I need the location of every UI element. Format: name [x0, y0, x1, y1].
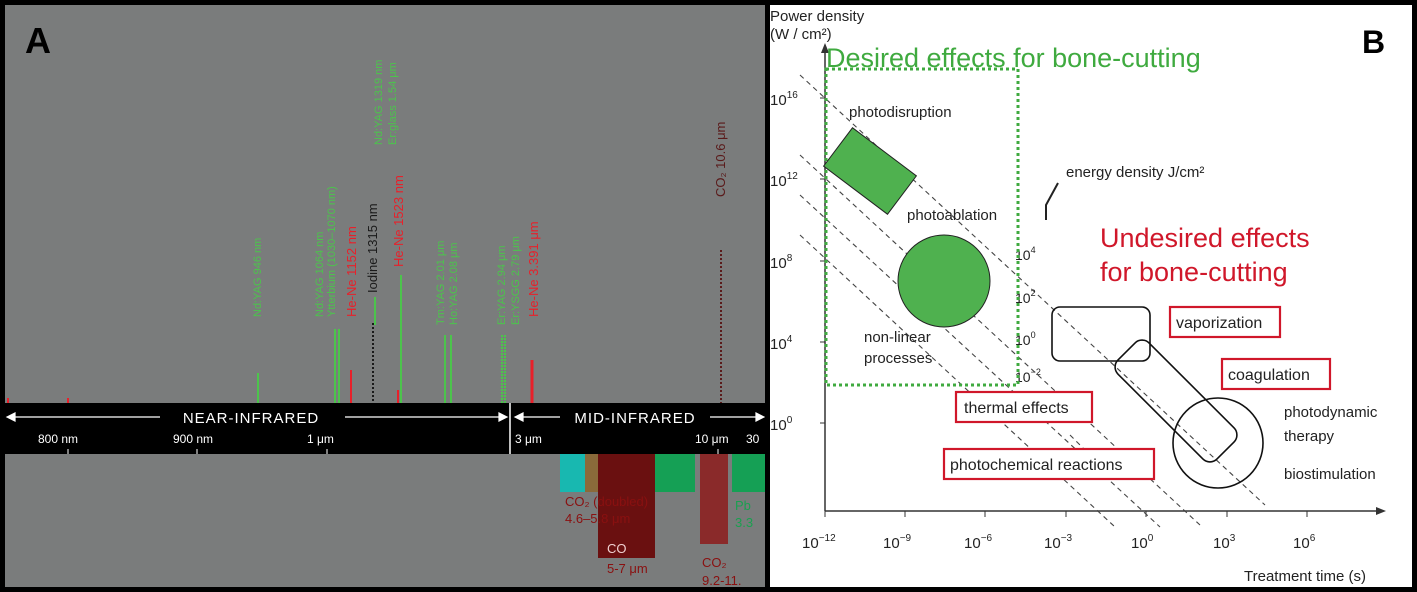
- laser-label: Er:YAG 2.94 μm: [496, 246, 508, 326]
- svg-text:10−3: 10−3: [1044, 533, 1073, 552]
- arrow-right-icon: [755, 412, 765, 422]
- undesired-label-2: for bone-cutting: [1100, 257, 1288, 287]
- y-axis-title-1: Power density: [770, 8, 865, 25]
- photodynamic-region: [1172, 397, 1264, 489]
- block-green: [655, 454, 695, 492]
- panel-a-letter: A: [25, 20, 51, 61]
- svg-text:104: 104: [770, 334, 793, 353]
- laser-label: Nd:YAG 1064 nm: [314, 232, 326, 317]
- energy-density-label: energy density J/cm²: [1066, 164, 1204, 181]
- laser-lines: [7, 250, 722, 403]
- svg-text:103: 103: [1213, 533, 1236, 552]
- vaporization-box: [1168, 305, 1282, 339]
- laser-label: He-Ne 1152 nm: [344, 226, 359, 317]
- photochemical-box: [942, 447, 1156, 481]
- block-co2: [700, 454, 728, 544]
- laser-label: Nd:YAG 1319 nm: [373, 60, 385, 145]
- desired-region: [824, 67, 1020, 387]
- panel-a-spectrum: A Nd:YAG 946 nm Nd:YAG 1064 nm Ytterbium…: [5, 5, 765, 587]
- svg-text:104: 104: [1015, 245, 1036, 263]
- block-pb: [732, 454, 765, 492]
- biostimulation-label: biostimulation: [1284, 466, 1376, 483]
- tick-label: 900 nm: [173, 432, 213, 446]
- undesired-label-1: Undesired effects: [1100, 223, 1310, 253]
- block-label: 3.3: [735, 515, 753, 530]
- photodisruption-label: photodisruption: [849, 104, 952, 121]
- laser-label: Er:YSGG 2.79 μm: [510, 236, 522, 325]
- energy-pointer: [1045, 182, 1059, 220]
- thermal-label: thermal effects: [964, 400, 1069, 417]
- tick-label: 3 μm: [515, 432, 542, 446]
- svg-text:1012: 1012: [770, 171, 798, 190]
- arrow-left-icon: [5, 412, 16, 422]
- photoablation-label: photoablation: [907, 207, 997, 224]
- svg-text:106: 106: [1293, 533, 1316, 552]
- laser-label: Tm:YAG 2.01 μm: [435, 241, 447, 325]
- vaporization-label: vaporization: [1176, 315, 1262, 332]
- coagulation-label: coagulation: [1228, 367, 1310, 384]
- laser-label: Ytterbium (1030–1070 nm): [326, 186, 338, 317]
- tick-label: 30: [746, 432, 760, 446]
- block-label: 4.6–5.8 μm: [565, 511, 630, 526]
- photochemical-label: photochemical reactions: [950, 457, 1123, 474]
- block-label: CO₂: [702, 555, 727, 570]
- photodynamic-label-2: therapy: [1284, 428, 1335, 445]
- thermal-box: [954, 390, 1094, 424]
- tick-label: 10 μm: [695, 432, 729, 446]
- tick-label: 800 nm: [38, 432, 78, 446]
- block-label: CO: [607, 541, 627, 556]
- laser-label: Er:glass 1.54 μm: [387, 62, 399, 145]
- arrow-right-icon: [498, 412, 509, 422]
- vaporization-region: [1051, 306, 1151, 362]
- block-label: 9.2-11.: [702, 573, 742, 587]
- energy-line: [799, 74, 1266, 506]
- laser-label: CO₂ 10.6 μm: [713, 122, 728, 197]
- svg-text:10−9: 10−9: [883, 533, 912, 552]
- x-axis-title: Treatment time (s): [1244, 568, 1366, 585]
- svg-text:1016: 1016: [770, 90, 798, 109]
- power-time-diagram: B Power density (W / cm²) Treatment time…: [770, 8, 1386, 585]
- coagulation-region: [1114, 339, 1238, 463]
- svg-text:100: 100: [770, 415, 793, 434]
- laser-label: Iodine 1315 nm: [365, 203, 380, 293]
- tick-label: 1 μm: [307, 432, 334, 446]
- svg-text:10−6: 10−6: [964, 533, 993, 552]
- photodisruption-region: [822, 127, 918, 215]
- desired-label: Desired effects for bone-cutting: [826, 43, 1201, 73]
- block-teal: [560, 454, 585, 492]
- block-co: [598, 454, 655, 558]
- laser-label: He-Ne 3.391 μm: [526, 221, 541, 317]
- panel-b-letter: B: [1362, 24, 1385, 60]
- y-axis-arrow-icon: [821, 43, 829, 53]
- block-label: 5-7 μm: [607, 561, 648, 576]
- nonlinear-region: [897, 234, 991, 328]
- photodynamic-label-1: photodynamic: [1284, 404, 1378, 421]
- svg-text:108: 108: [770, 253, 793, 272]
- svg-text:10−12: 10−12: [802, 533, 836, 552]
- laser-label: He-Ne 1523 nm: [391, 175, 406, 267]
- band-mid-label: MID-INFRARED: [574, 410, 695, 427]
- svg-text:100: 100: [1131, 533, 1154, 552]
- block-label: Pb: [735, 498, 751, 513]
- spectrum-svg: A Nd:YAG 946 nm Nd:YAG 1064 nm Ytterbium…: [5, 20, 765, 587]
- laser-label: Nd:YAG 946 nm: [252, 238, 264, 317]
- wavelength-band: [5, 403, 765, 454]
- band-near-label: NEAR-INFRARED: [183, 410, 319, 427]
- block-label: CO₂ (doubled): [565, 494, 648, 509]
- coagulation-box: [1220, 357, 1332, 391]
- arrow-left-icon: [513, 412, 524, 422]
- panel-b-diagram: B Power density (W / cm²) Treatment time…: [770, 5, 1412, 587]
- x-axis-arrow-icon: [1376, 507, 1386, 515]
- y-axis-title-2: (W / cm²): [770, 26, 832, 43]
- nonlinear-label-2: processes: [864, 350, 932, 367]
- nonlinear-label-1: non-linear: [864, 329, 931, 346]
- laser-label: Ho:YAG 2.08 μm: [448, 242, 460, 325]
